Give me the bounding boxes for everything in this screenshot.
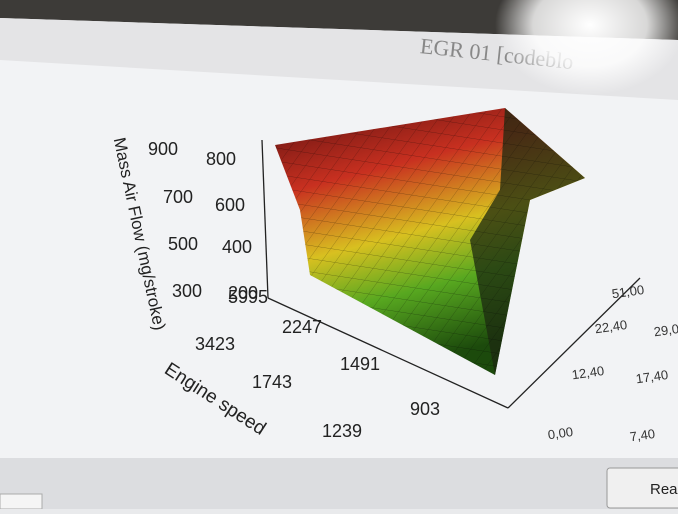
z-tick-label: 500: [168, 234, 198, 254]
engine-tick-label: 1491: [340, 354, 380, 374]
bottom-field: [0, 493, 43, 510]
bottom-bar: [0, 458, 678, 509]
engine-tick-label: 2247: [282, 317, 322, 337]
engine-tick-label: 5995: [228, 287, 268, 307]
z-tick-label: 700: [163, 187, 193, 207]
third-tick-label: 29,0: [653, 321, 678, 339]
axes: [261, 139, 641, 409]
third-tick-label: 0,00: [547, 424, 574, 442]
read-button-label[interactable]: Rea: [650, 481, 678, 498]
z-tick-label: 900: [148, 139, 178, 159]
third-tick-label: 22,40: [594, 317, 628, 336]
engine-tick-label: 903: [410, 399, 440, 419]
z-axis-line: [261, 139, 269, 299]
third-tick-label: 17,40: [635, 367, 669, 386]
surface-mesh: [275, 108, 585, 375]
z-tick-label: 400: [222, 237, 252, 257]
third-tick-label: 51,00: [611, 282, 645, 301]
surface-plot: [275, 108, 585, 375]
engine-tick-label: 1743: [252, 372, 292, 392]
glare: [495, 0, 678, 95]
z-tick-label: 800: [206, 149, 236, 169]
third-axis-line: [507, 277, 641, 409]
engine-tick-label: 1239: [322, 421, 362, 441]
engine-axis-line: [267, 297, 509, 409]
third-tick-label: 7,40: [629, 426, 656, 444]
third-tick-label: 12,40: [571, 363, 605, 382]
z-tick-label: 300: [172, 281, 202, 301]
read-button[interactable]: [606, 467, 678, 509]
z-tick-label: 200: [228, 283, 258, 303]
z-tick-label: 600: [215, 195, 245, 215]
engine-tick-label: 3423: [195, 334, 235, 354]
